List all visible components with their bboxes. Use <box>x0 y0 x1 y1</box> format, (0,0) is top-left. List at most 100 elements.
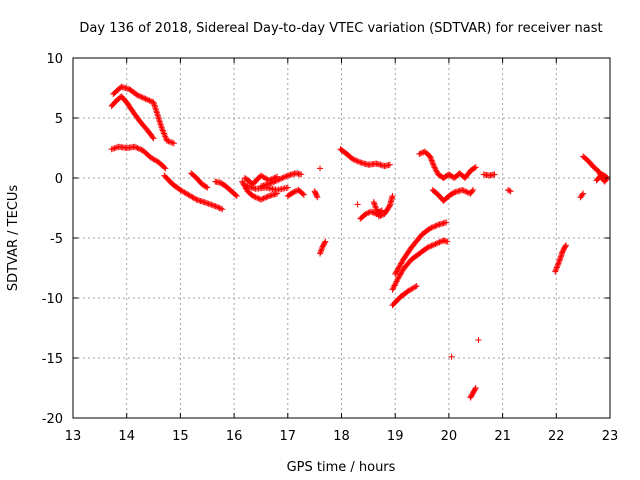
data-point <box>354 201 361 208</box>
data-series-segment <box>188 170 211 191</box>
data-series-segment <box>467 385 479 401</box>
data-point <box>204 200 211 207</box>
data-point <box>252 194 259 201</box>
data-point <box>393 278 400 285</box>
data-series-segment <box>257 170 305 190</box>
data-point <box>149 134 156 141</box>
data-point <box>463 188 470 195</box>
data-point <box>392 269 399 276</box>
data-point <box>279 175 286 181</box>
data-point <box>373 207 380 214</box>
data-point <box>371 201 378 208</box>
data-point <box>143 96 150 103</box>
data-point <box>264 193 271 200</box>
data-point <box>462 188 469 195</box>
data-point <box>436 239 443 246</box>
data-series-segment <box>212 178 240 199</box>
data-point <box>212 203 219 210</box>
data-point <box>271 178 278 185</box>
data-point <box>362 211 369 217</box>
data-point <box>428 242 435 249</box>
data-series-segment <box>284 187 307 199</box>
data-point <box>431 241 438 248</box>
data-point <box>317 249 324 256</box>
data-point <box>318 247 325 254</box>
data-point <box>139 94 146 101</box>
data-point <box>428 224 435 231</box>
data-point <box>429 160 436 167</box>
data-point <box>448 353 455 360</box>
x-tick-label: 23 <box>602 429 619 444</box>
y-tick-label: -15 <box>42 352 63 367</box>
data-point <box>394 277 401 284</box>
data-series-segment <box>241 172 281 187</box>
data-point <box>412 283 419 290</box>
data-point <box>364 210 371 217</box>
grid-lines <box>73 58 610 418</box>
data-point <box>504 187 511 193</box>
data-point <box>370 199 377 205</box>
data-point <box>160 129 167 135</box>
data-point <box>141 95 148 102</box>
data-point <box>444 238 451 245</box>
data-point <box>365 209 372 216</box>
data-point <box>430 161 437 168</box>
data-point <box>322 238 329 245</box>
data-point <box>300 191 307 198</box>
x-tick-label: 20 <box>441 429 458 444</box>
data-series-segment <box>337 146 393 169</box>
data-point <box>208 201 215 208</box>
data-point <box>372 203 379 210</box>
data-point <box>390 283 397 290</box>
data-point <box>552 267 559 274</box>
y-tick-label: 0 <box>55 172 63 187</box>
data-series-segment <box>110 83 177 147</box>
data-point <box>261 194 268 201</box>
data-point <box>376 213 383 220</box>
data-point <box>219 206 226 213</box>
data-series-segment <box>370 193 396 220</box>
data-series-segment <box>108 93 157 142</box>
data-point <box>313 193 320 199</box>
x-tick-label: 22 <box>548 429 565 444</box>
x-axis-label: GPS time / hours <box>287 460 396 475</box>
data-point <box>160 130 167 137</box>
data-point <box>603 173 610 180</box>
data-point <box>211 202 218 209</box>
data-point <box>213 203 220 210</box>
x-tick-label: 14 <box>118 429 135 444</box>
data-point <box>205 200 212 207</box>
data-series-segment <box>108 143 169 172</box>
x-tick-label: 21 <box>494 429 511 444</box>
data-point <box>431 223 438 230</box>
data-point <box>131 143 138 150</box>
data-point <box>432 241 439 247</box>
x-tick-label: 16 <box>226 429 243 444</box>
data-point <box>158 124 165 131</box>
data-point <box>395 265 402 272</box>
data-point <box>555 260 562 267</box>
data-point <box>437 238 444 245</box>
data-point <box>291 188 298 195</box>
data-point <box>425 244 432 250</box>
data-point <box>427 154 434 161</box>
data-point <box>552 268 559 275</box>
data-point <box>249 193 256 199</box>
data-point <box>134 145 141 151</box>
data-point <box>431 164 438 171</box>
data-point <box>161 164 168 171</box>
data-point <box>372 204 379 211</box>
data-point <box>391 282 398 289</box>
data-series-segment <box>392 219 450 277</box>
data-point <box>232 192 239 199</box>
data-series-segment <box>552 242 569 275</box>
data-point <box>259 196 266 202</box>
data-point <box>371 200 378 207</box>
data-point <box>233 193 240 199</box>
data-point <box>162 165 169 172</box>
data-point <box>377 212 384 219</box>
data-point <box>396 263 403 270</box>
data-point <box>290 189 297 196</box>
data-point <box>398 259 405 266</box>
data-series-segment <box>354 201 361 208</box>
